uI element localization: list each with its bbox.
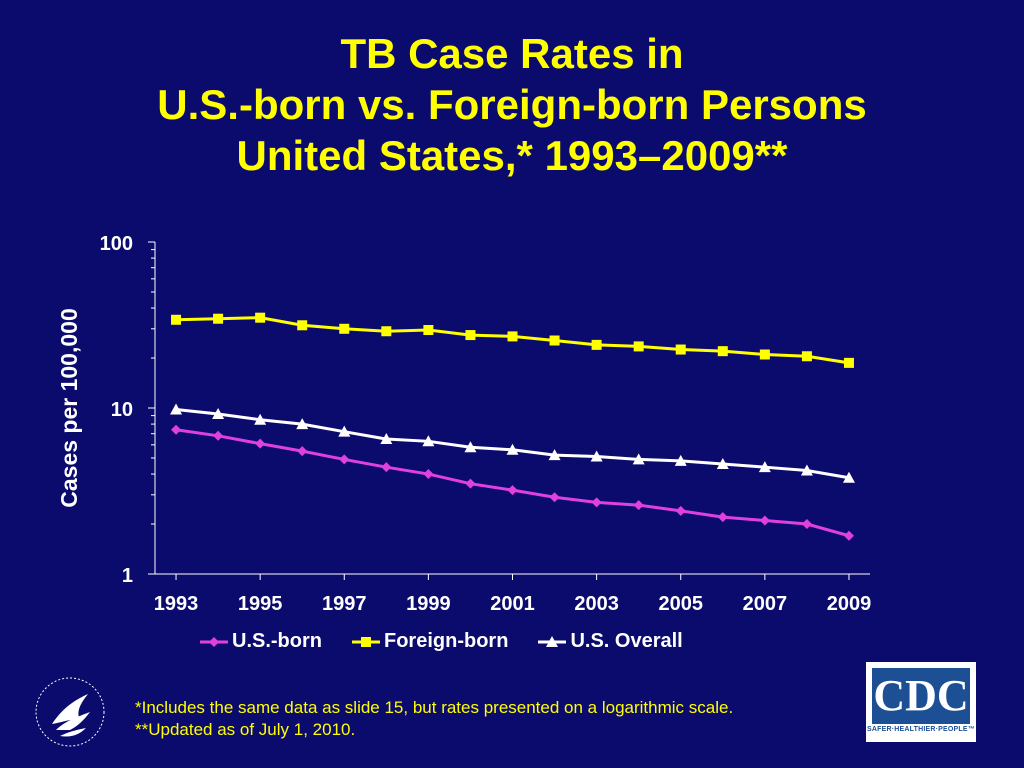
page-title: TB Case Rates in U.S.-born vs. Foreign-b… [0, 28, 1024, 181]
cdc-logo-text: CDC [873, 671, 969, 720]
data-point-triangle [506, 443, 519, 455]
data-point-triangle [590, 450, 603, 462]
data-point-square [591, 339, 602, 350]
cdc-logo-tagline: SAFER·HEALTHIER·PEOPLE™ [867, 726, 975, 733]
x-tick-label: 2001 [490, 593, 535, 615]
legend-label-us-overall: U.S. Overall [570, 630, 683, 652]
data-point-diamond [171, 424, 182, 435]
data-point-square [843, 357, 854, 368]
data-point-square [213, 313, 224, 324]
cdc-logo-panel: CDC [872, 668, 970, 724]
y-axis-label: Cases per 100,000 [56, 308, 82, 508]
data-point-triangle [548, 449, 561, 461]
footnotes: *Includes the same data as slide 15, but… [135, 697, 733, 741]
data-point-square [801, 351, 812, 362]
y-tick-label: 100 [100, 233, 133, 255]
x-tick-label: 2005 [658, 593, 703, 615]
data-point-diamond [507, 485, 518, 496]
data-point-square [339, 323, 350, 334]
triangle-marker-icon [538, 635, 567, 647]
square-marker-icon [352, 636, 380, 647]
x-tick-label: 2007 [743, 593, 788, 615]
y-tick-label: 10 [111, 399, 133, 421]
x-tick-label: 2003 [574, 593, 619, 615]
diamond-marker-icon [200, 636, 228, 647]
x-tick-label: 1995 [238, 593, 283, 615]
data-point-square [465, 330, 476, 341]
data-point-triangle [380, 433, 393, 445]
data-point-diamond [339, 454, 350, 465]
data-point-diamond [297, 446, 308, 457]
data-point-square [171, 314, 182, 325]
legend-label-foreign-born: Foreign-born [384, 630, 509, 652]
data-point-diamond [843, 530, 854, 541]
title-line-3: United States,* 1993–2009** [236, 132, 788, 179]
data-point-diamond [759, 515, 770, 526]
data-point-triangle [338, 425, 351, 437]
cdc-logo: CDC SAFER·HEALTHIER·PEOPLE™ [866, 662, 976, 742]
data-point-square [381, 326, 392, 337]
series-line-2 [175, 407, 850, 480]
data-point-triangle [464, 441, 477, 453]
legend-item-us-born: U.S.-born [200, 630, 322, 653]
x-tick-label: 1997 [322, 593, 367, 615]
title-line-2: U.S.-born vs. Foreign-born Persons [157, 81, 867, 128]
data-point-square [423, 325, 434, 336]
data-point-triangle [716, 457, 729, 469]
x-tick-label: 1993 [154, 593, 199, 615]
legend-item-foreign-born: Foreign-born [352, 630, 508, 653]
data-point-square [549, 335, 560, 346]
data-point-square [675, 344, 686, 355]
data-point-diamond [213, 430, 224, 441]
data-point-triangle [254, 413, 267, 425]
chart-legend: U.S.-born Foreign-born U.S. Overall [200, 630, 683, 653]
legend-label-us-born: U.S.-born [232, 630, 322, 652]
data-point-diamond [717, 512, 728, 523]
data-point-triangle [632, 453, 645, 465]
y-tick-label: 1 [122, 565, 133, 587]
data-point-square [717, 346, 728, 357]
x-tick-label: 2009 [827, 593, 872, 615]
line-chart: 1 10 100 1993 1995 1997 1999 2001 2003 2005 2007 20… [56, 233, 872, 615]
data-point-triangle [170, 403, 183, 415]
data-point-diamond [423, 469, 434, 480]
data-point-triangle [800, 464, 813, 476]
data-point-square [255, 312, 266, 323]
footnote-1: *Includes the same data as slide 15, but… [135, 698, 734, 717]
data-point-diamond [381, 462, 392, 473]
data-point-diamond [801, 519, 812, 530]
data-point-diamond [549, 492, 560, 503]
data-point-square [297, 320, 308, 331]
data-point-diamond [675, 505, 686, 516]
footnote-2: **Updated as of July 1, 2010. [135, 720, 356, 739]
data-point-diamond [465, 478, 476, 489]
data-point-triangle [296, 418, 309, 430]
title-line-1: TB Case Rates in [340, 30, 684, 77]
hhs-logo [30, 672, 110, 757]
data-point-triangle [758, 461, 771, 473]
legend-item-us-overall: U.S. Overall [538, 630, 683, 653]
data-point-diamond [255, 438, 266, 449]
data-point-square [759, 349, 770, 360]
data-point-triangle [212, 408, 225, 420]
data-point-triangle [842, 471, 855, 483]
x-tick-label: 1999 [406, 593, 451, 615]
data-point-diamond [591, 497, 602, 508]
data-point-diamond [633, 500, 644, 511]
data-point-triangle [422, 435, 435, 447]
data-point-square [633, 341, 644, 352]
data-point-square [507, 331, 518, 342]
data-point-triangle [674, 454, 687, 466]
